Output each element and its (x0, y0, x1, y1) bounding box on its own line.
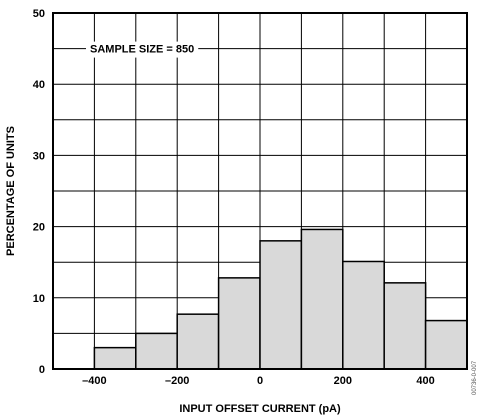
y-tick-label: 10 (33, 293, 45, 305)
annotation-background (86, 41, 199, 58)
histogram-bar (259, 240, 303, 370)
x-tick-labels: –400 –200 0 200 400 (82, 375, 435, 387)
histogram-bar (342, 260, 385, 370)
histogram-bar (383, 282, 427, 370)
x-tick-label: –200 (165, 375, 189, 387)
y-axis-label: PERCENTAGE OF UNITS (5, 126, 17, 256)
plot-frame (52, 12, 468, 370)
y-tick-label: 30 (33, 150, 45, 162)
histogram-bar (176, 313, 220, 370)
histogram-bar (135, 332, 178, 370)
histogram-bar (424, 319, 468, 370)
y-tick-labels: 0 10 20 30 40 50 (33, 8, 45, 376)
y-tick-label: 50 (33, 8, 45, 20)
figure-code: 00736-0-007 (472, 360, 478, 395)
x-tick-label: –400 (82, 375, 106, 387)
histogram-bar (300, 228, 344, 370)
x-tick-label: 0 (257, 375, 263, 387)
y-tick-label: 40 (33, 79, 45, 91)
x-tick-label: 200 (334, 375, 352, 387)
x-tick-label: 400 (416, 375, 434, 387)
histogram-bar (217, 277, 261, 370)
y-tick-label: 20 (33, 222, 45, 234)
y-tick-label: 0 (39, 364, 45, 376)
sample-size-annotation: SAMPLE SIZE = 850 (90, 44, 194, 56)
x-axis-label: INPUT OFFSET CURRENT (pA) (179, 403, 341, 415)
histogram-bar (93, 346, 137, 370)
histogram-bars (93, 228, 468, 370)
